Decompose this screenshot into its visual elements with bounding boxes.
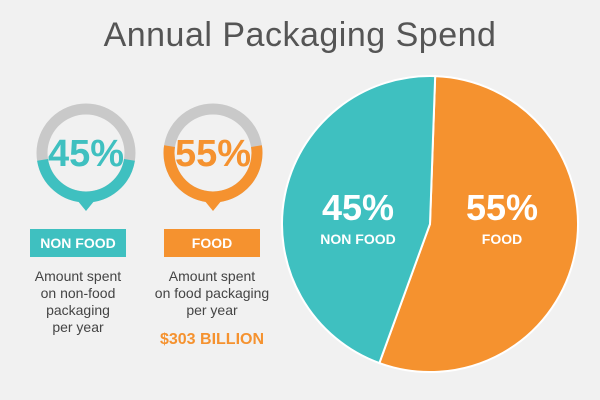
ring-pointer	[77, 200, 95, 211]
pie-label-percent-food: 55%	[466, 187, 538, 228]
food-description: Amount spent on food packaging per year	[147, 268, 277, 319]
pie-slice-food	[378, 75, 579, 373]
food-desc-line: on food packaging	[154, 285, 270, 301]
pie-label-percent-nonfood: 45%	[322, 187, 394, 228]
food-amount: $303 BILLION	[159, 331, 265, 348]
food-ring-icon	[163, 103, 263, 211]
food-desc-line: per year	[186, 302, 238, 318]
nonfood-badge-percent: 45%	[47, 133, 125, 175]
nonfood-desc-line: on non-food	[40, 285, 116, 301]
food-badge-percent: 55%	[174, 133, 252, 175]
food-label-pill: FOOD	[164, 229, 260, 257]
nonfood-desc-line: packaging	[46, 302, 110, 318]
food-percent-badge: 55%	[153, 95, 273, 225]
chart-title: Annual Packaging Spend	[103, 16, 497, 54]
pie-slice-nonfood	[281, 75, 437, 365]
pie-chart: 45% NON FOOD 55% FOOD	[281, 75, 579, 373]
ring-pointer	[204, 200, 222, 211]
nonfood-description: Amount spent on non-food packaging per y…	[13, 268, 143, 336]
pie-label-name-nonfood: NON FOOD	[320, 231, 395, 247]
nonfood-desc-line: Amount spent	[34, 268, 122, 284]
ring-fill	[37, 158, 135, 203]
food-desc-line: Amount spent	[168, 268, 256, 284]
pie-label-name-food: FOOD	[482, 231, 522, 247]
nonfood-desc-line: per year	[52, 319, 104, 335]
ring-fill	[163, 145, 263, 203]
nonfood-label-pill: NON FOOD	[30, 229, 126, 257]
nonfood-percent-badge: 45%	[26, 95, 146, 225]
nonfood-ring-icon	[36, 103, 136, 211]
